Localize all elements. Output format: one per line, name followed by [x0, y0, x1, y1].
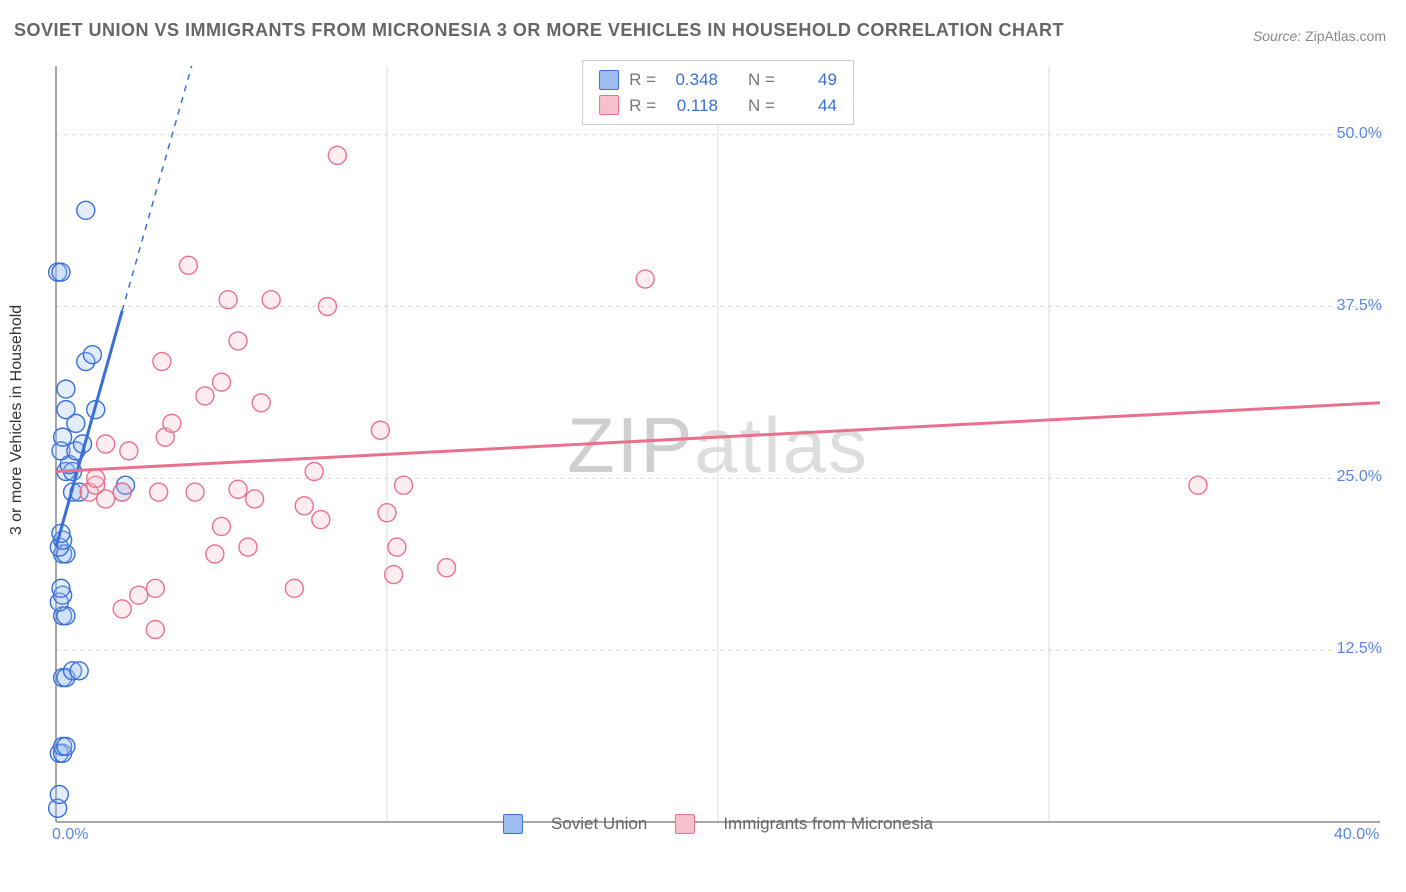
x-tick-label: 0.0% [52, 826, 88, 844]
chart-title: SOVIET UNION VS IMMIGRANTS FROM MICRONES… [14, 20, 1064, 41]
source-value: ZipAtlas.com [1305, 28, 1386, 44]
r-value-soviet: 0.348 [666, 67, 718, 93]
y-tick-label: 50.0% [1337, 125, 1382, 143]
stats-row-micronesia: R = 0.118 N = 44 [599, 93, 837, 119]
bottom-legend: Soviet Union Immigrants from Micronesia [503, 814, 933, 834]
scatter-plot: ZIPatlas R = 0.348 N = 49 R = 0.118 N = … [48, 60, 1388, 840]
n-label-2: N = [748, 93, 775, 119]
x-tick-label: 40.0% [1334, 826, 1379, 844]
n-value-micronesia: 44 [785, 93, 837, 119]
legend-swatch-micronesia [675, 814, 695, 834]
y-tick-label: 25.0% [1337, 468, 1382, 486]
plot-svg [48, 60, 1388, 840]
legend-label-soviet: Soviet Union [551, 814, 647, 834]
swatch-soviet [599, 70, 619, 90]
source-attribution: Source: ZipAtlas.com [1253, 28, 1386, 44]
stats-row-soviet: R = 0.348 N = 49 [599, 67, 837, 93]
legend-label-micronesia: Immigrants from Micronesia [723, 814, 933, 834]
swatch-micronesia [599, 95, 619, 115]
stats-box: R = 0.348 N = 49 R = 0.118 N = 44 [582, 60, 854, 125]
legend-swatch-soviet [503, 814, 523, 834]
y-axis-label: 3 or more Vehicles in Household [8, 305, 26, 535]
r-label: R = [629, 67, 656, 93]
y-tick-label: 12.5% [1337, 640, 1382, 658]
source-label: Source: [1253, 28, 1301, 44]
y-tick-label: 37.5% [1337, 297, 1382, 315]
n-label: N = [748, 67, 775, 93]
r-value-micronesia: 0.118 [666, 93, 718, 119]
n-value-soviet: 49 [785, 67, 837, 93]
r-label-2: R = [629, 93, 656, 119]
